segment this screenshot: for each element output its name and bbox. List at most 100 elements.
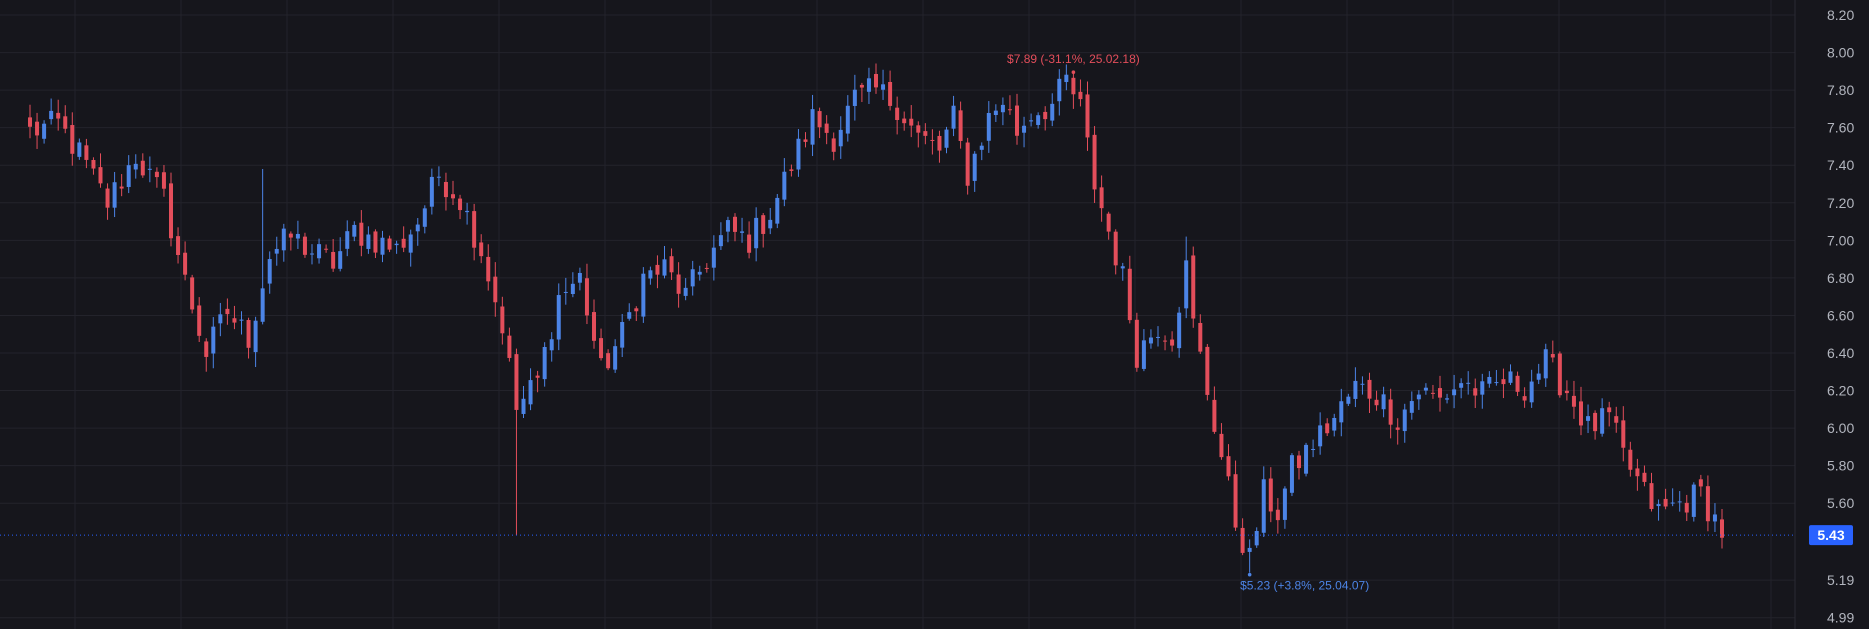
candle [63, 105, 68, 134]
candle-body [1127, 268, 1132, 321]
candle [1473, 378, 1478, 408]
candle-body [1691, 484, 1696, 517]
candle-body [1649, 483, 1654, 509]
candle-body [352, 224, 357, 237]
candle [1367, 372, 1372, 414]
candle-body [1550, 354, 1555, 358]
candle [1571, 380, 1576, 419]
candle [740, 217, 745, 243]
candle-body [718, 235, 723, 247]
y-tick-label: 7.80 [1827, 82, 1854, 98]
candle [1522, 387, 1527, 408]
candle-body [1113, 231, 1118, 266]
candle [211, 317, 216, 369]
candle-body [133, 163, 138, 170]
candle [176, 227, 181, 264]
candle [1092, 126, 1097, 203]
candle-body [845, 105, 850, 134]
candle-body [1430, 392, 1435, 394]
candle-body [1353, 380, 1358, 399]
candle-body [620, 322, 625, 348]
candle-body [1191, 255, 1196, 319]
candle [133, 154, 138, 179]
candle-body [1043, 111, 1048, 120]
candle-body [1402, 409, 1407, 432]
candle [1452, 374, 1457, 409]
last-price-badge-bg [1809, 525, 1853, 546]
candle-body [866, 78, 871, 92]
candle-body [295, 233, 300, 239]
candle-body [1712, 514, 1717, 522]
candle-body [479, 242, 484, 257]
candle-body [486, 256, 491, 282]
y-tick-label: 6.00 [1827, 420, 1854, 436]
candle-body [267, 259, 272, 284]
candle-body [874, 73, 878, 88]
candle [958, 101, 963, 149]
candle [697, 265, 702, 281]
candle [436, 166, 441, 187]
candle [775, 193, 780, 229]
candle-body [1156, 336, 1160, 338]
candle [415, 218, 420, 246]
candle [789, 164, 794, 177]
candle-body [436, 176, 441, 178]
candle-body [1705, 486, 1710, 522]
candle [1254, 527, 1259, 548]
candle-body [246, 320, 251, 348]
candle [859, 82, 864, 103]
candle-body [1438, 388, 1442, 398]
candle-body [119, 186, 124, 189]
candle [126, 155, 131, 194]
candle [796, 129, 801, 177]
candle [49, 98, 54, 125]
candle [1134, 312, 1139, 372]
candle [1438, 375, 1442, 412]
candle [831, 132, 836, 161]
candle-body [838, 129, 843, 147]
candle-body [1275, 509, 1280, 521]
candle-body [810, 109, 815, 145]
candle [754, 207, 759, 262]
candle-body [1085, 94, 1090, 138]
candle-body [1487, 376, 1492, 384]
candle-body [161, 172, 166, 189]
candle-body [852, 89, 857, 106]
candle-body [380, 237, 385, 255]
candle-body [1057, 78, 1062, 102]
candle-body [1381, 394, 1386, 410]
candle-body [345, 231, 350, 249]
candle-body [972, 153, 977, 181]
candle-body [1656, 504, 1661, 507]
candle-body [387, 238, 392, 250]
candle-body [1268, 478, 1273, 512]
candle [528, 368, 533, 411]
candle [599, 328, 604, 361]
candle-body [965, 142, 970, 186]
candle-body [951, 105, 956, 129]
last-price-label: 5.43 [1817, 527, 1844, 543]
candle [1247, 539, 1252, 573]
candle-body [648, 270, 653, 279]
candle [77, 138, 82, 160]
candle [1536, 363, 1541, 385]
candle-body [986, 112, 991, 141]
candle [1395, 418, 1400, 445]
candle-body [1022, 125, 1027, 133]
candle [288, 231, 293, 251]
candle-body [782, 171, 787, 200]
candle [267, 251, 272, 294]
candle [577, 267, 582, 291]
candle-body [169, 183, 173, 239]
candle-body [1163, 340, 1168, 342]
candle [486, 244, 491, 291]
candle [676, 262, 681, 308]
candle [570, 272, 575, 298]
candle-body [613, 346, 618, 370]
candle [838, 116, 843, 159]
candle-body [1282, 488, 1287, 520]
candle [1184, 236, 1189, 319]
candle [1339, 388, 1344, 437]
candle-body [1177, 312, 1182, 349]
